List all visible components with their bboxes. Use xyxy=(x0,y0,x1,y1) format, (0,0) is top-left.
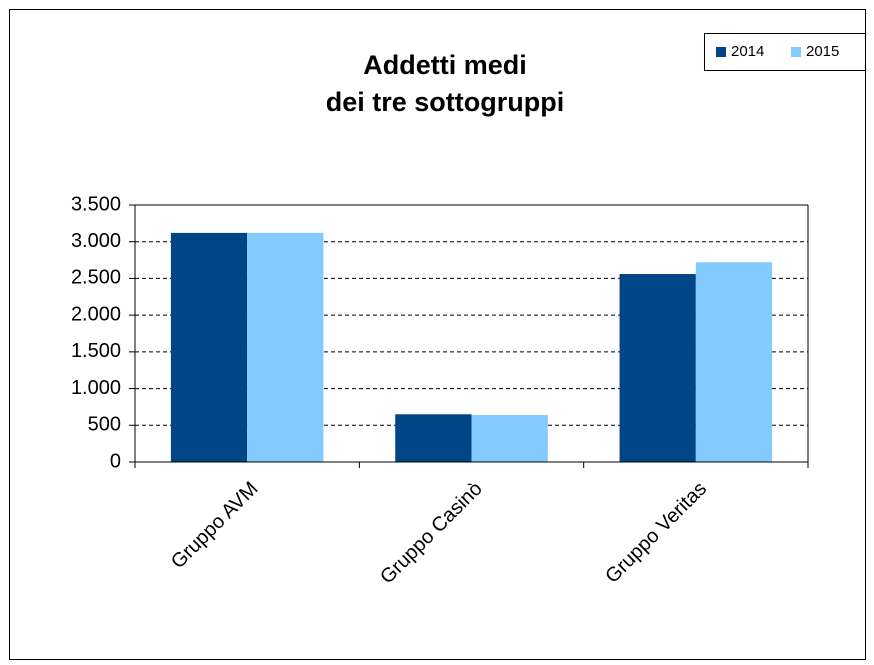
bar xyxy=(695,262,773,462)
chart-title: dei tre sottogruppi xyxy=(326,87,565,117)
y-tick-label: 1.500 xyxy=(71,340,121,362)
y-tick-label: 2.000 xyxy=(71,303,121,325)
legend-label: 2015 xyxy=(806,43,839,60)
y-tick-label: 2.500 xyxy=(71,267,121,289)
legend-swatch xyxy=(716,47,726,57)
bar xyxy=(471,415,548,462)
bar xyxy=(395,414,472,462)
y-tick-label: 3.500 xyxy=(71,193,121,215)
y-tick-label: 500 xyxy=(88,414,121,436)
bar xyxy=(170,232,248,462)
legend-box xyxy=(704,33,866,71)
bar xyxy=(619,274,696,462)
legend-label: 2014 xyxy=(731,43,764,60)
bar xyxy=(247,232,324,462)
y-tick-label: 0 xyxy=(110,450,121,472)
y-tick-label: 1.000 xyxy=(71,377,121,399)
y-tick-label: 3.000 xyxy=(71,230,121,252)
legend-swatch xyxy=(791,47,801,57)
chart-title: Addetti medi xyxy=(363,50,527,80)
